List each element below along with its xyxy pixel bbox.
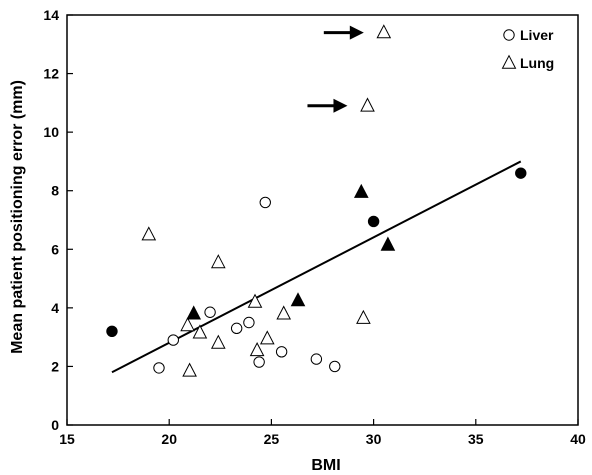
lung-point — [249, 342, 265, 357]
plot-frame — [66, 14, 579, 426]
lung-point — [180, 317, 195, 332]
lung-point-filled — [353, 183, 369, 198]
lung-point — [376, 24, 392, 39]
lung-point — [210, 254, 226, 269]
liver-point — [259, 196, 271, 209]
x-tick-label: 30 — [366, 431, 382, 447]
y-tick-label: 14 — [43, 7, 59, 23]
legend: Liver Lung — [501, 27, 554, 71]
liver-point — [275, 346, 288, 358]
legend-circle-symbol — [503, 29, 515, 41]
lung-point — [192, 324, 208, 339]
lung-point-filled — [186, 305, 202, 320]
plot-axes: 15 20 25 30 35 40 0 2 4 6 8 10 12 14 — [43, 7, 586, 447]
lung-point-filled — [290, 292, 306, 307]
plot-marks — [106, 24, 527, 377]
legend-triangle-symbol — [501, 54, 517, 69]
liver-point — [310, 353, 323, 365]
liver-point — [329, 360, 341, 373]
y-tick-label: 0 — [51, 417, 59, 433]
liver-point — [253, 356, 265, 368]
liver-point-filled — [106, 325, 118, 337]
x-tick-label: 40 — [570, 431, 586, 447]
arrow-head — [333, 98, 348, 113]
y-tick-label: 4 — [51, 300, 59, 316]
liver-point — [204, 306, 216, 318]
lung-point — [356, 309, 371, 324]
legend-label-liver: Liver — [520, 27, 554, 43]
y-tick-label: 8 — [51, 183, 59, 199]
lung-point — [259, 330, 275, 345]
lung-point — [360, 97, 375, 112]
liver-point — [167, 334, 179, 346]
lung-point-filled — [380, 236, 396, 251]
lung-point — [141, 226, 157, 241]
liver-point — [243, 316, 255, 329]
x-tick-label: 25 — [264, 431, 280, 447]
liver-point — [153, 362, 165, 374]
x-tick-label: 20 — [161, 431, 177, 447]
arrow-head — [349, 25, 364, 40]
y-tick-label: 12 — [43, 66, 59, 82]
x-tick-label: 15 — [59, 431, 75, 447]
trend-line — [111, 160, 522, 374]
liver-point-filled — [515, 167, 527, 179]
y-tick-label: 10 — [43, 124, 59, 140]
lung-point — [210, 334, 226, 349]
lung-point — [182, 362, 197, 377]
y-tick-label: 2 — [51, 358, 59, 374]
x-axis-title: BMI — [311, 457, 340, 474]
liver-point-filled — [367, 215, 380, 228]
lung-point — [276, 305, 292, 320]
x-tick-label: 35 — [468, 431, 484, 447]
liver-point — [230, 322, 243, 335]
lung-point — [247, 293, 263, 308]
legend-label-lung: Lung — [520, 55, 554, 71]
y-axis-title: Mean patient positioning error (mm) — [9, 80, 26, 354]
y-tick-label: 6 — [51, 241, 59, 257]
